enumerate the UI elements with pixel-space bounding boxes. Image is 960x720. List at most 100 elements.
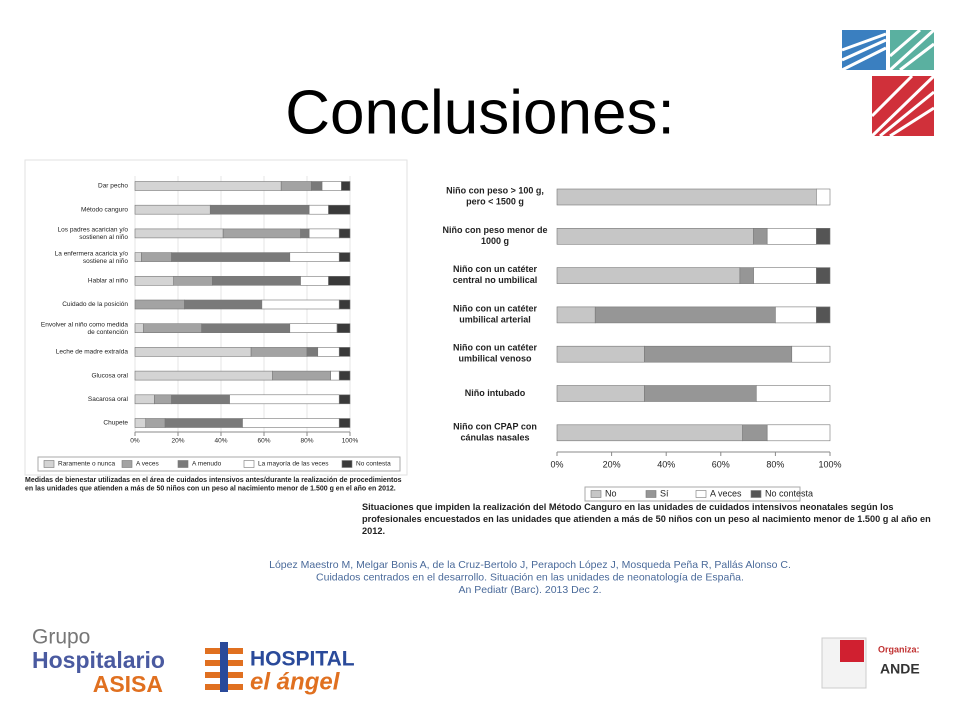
bar-segment	[134, 181, 282, 191]
y-tick-label: Hablar al niño	[88, 278, 128, 285]
y-tick-label: Niño con un catéter umbilical arterial	[453, 304, 538, 325]
y-tick-label: La enfermera acaricia y/o sostiene al niñ…	[55, 250, 129, 265]
bar-segment	[242, 418, 340, 428]
bar-segment	[145, 418, 166, 428]
y-tick-label: Niño con un catéter central no umbilical	[453, 264, 538, 285]
bar-segment	[338, 228, 351, 239]
bar-segment	[644, 385, 757, 402]
bar-segment	[229, 394, 340, 405]
bar-segment	[594, 306, 776, 324]
left-frame	[24, 159, 408, 476]
legend-label: La mayoría de las veces	[258, 461, 329, 468]
logo-angel-icon	[205, 642, 243, 692]
bar-segment	[321, 181, 342, 191]
logo-text: ASISA	[93, 671, 163, 697]
x-tick-label: 60%	[257, 438, 270, 445]
x-tick-label: 40%	[214, 438, 227, 445]
bar-segment	[328, 275, 351, 286]
legend-label: No contesta	[765, 488, 813, 498]
legend-label: A menudo	[192, 461, 222, 468]
bar-segment	[134, 275, 175, 286]
bar-segment	[317, 347, 340, 357]
y-tick-label: Los padres acarician y/o sostienen al niñ…	[58, 226, 129, 241]
bar-segment	[134, 204, 211, 215]
legend-label: A veces	[136, 461, 160, 468]
bar-segment	[134, 418, 147, 428]
bar-segment	[816, 188, 831, 206]
legend-swatch	[750, 490, 762, 498]
x-tick-label: 80%	[300, 438, 313, 445]
x-tick-label: 100%	[818, 459, 841, 469]
x-tick-label: 60%	[712, 459, 730, 469]
bar-segment	[742, 424, 768, 442]
bar-segment	[171, 394, 230, 405]
bar-segment	[556, 345, 645, 363]
logo-box	[840, 640, 864, 662]
bar-segment	[184, 299, 263, 310]
bar-segment	[556, 424, 743, 442]
bar-segment	[134, 299, 185, 310]
bar-segment	[143, 323, 202, 334]
bar-segment	[141, 252, 172, 262]
bar-segment	[134, 323, 144, 334]
legend-swatch	[695, 490, 707, 498]
bar-segment	[644, 345, 793, 363]
bar-segment	[164, 418, 243, 428]
y-tick-label: Dar pecho	[98, 183, 128, 190]
chart-caption: Medidas de bienestar utilizadas en el ár…	[25, 477, 402, 493]
x-tick-label: 100%	[342, 438, 359, 445]
y-tick-label: Leche de madre extraída	[56, 349, 129, 356]
bar-segment	[556, 306, 596, 324]
bar-segment	[766, 228, 817, 245]
logo-top	[841, 28, 936, 138]
legend-label: A veces	[710, 488, 742, 498]
bar-segment	[328, 204, 351, 215]
logo-text: HOSPITAL	[250, 648, 355, 671]
bar-segment	[816, 228, 831, 245]
bar-segment	[739, 267, 754, 284]
bar-segment	[338, 418, 351, 428]
bar-segment	[791, 345, 831, 363]
legend-label: No contesta	[356, 461, 391, 468]
y-tick-label: Niño con peso > 100 g, pero < 1500 g	[446, 186, 544, 207]
logo-text: ANDE	[880, 661, 920, 677]
bar-segment	[338, 370, 351, 381]
x-tick-label: 80%	[766, 459, 784, 469]
bar-segment	[336, 323, 351, 334]
bar-segment	[341, 181, 351, 191]
x-tick-label: 20%	[603, 459, 621, 469]
bar-segment	[154, 394, 172, 405]
legend-swatch	[243, 460, 255, 468]
bar-segment	[775, 306, 817, 324]
legend-label: No	[605, 488, 617, 498]
bar-segment	[308, 204, 329, 215]
bar-segment	[272, 370, 331, 381]
y-tick-label: Chupete	[103, 420, 128, 427]
citation: López Maestro M, Melgar Bonis A, de la C…	[269, 559, 791, 596]
bar-segment	[556, 267, 741, 284]
legend-swatch	[121, 460, 133, 468]
x-tick-label: 0%	[550, 459, 563, 469]
y-tick-label: Niño intubado	[465, 388, 526, 398]
legend-swatch	[43, 460, 55, 468]
bar-segment	[134, 228, 224, 239]
x-tick-label: 0%	[130, 438, 140, 445]
x-tick-label: 40%	[657, 459, 675, 469]
bar-segment	[300, 275, 329, 286]
logo-text: el ángel	[250, 668, 341, 695]
legend-swatch	[341, 460, 353, 468]
bar-segment	[308, 228, 340, 239]
logo-text: Grupo	[32, 626, 90, 649]
y-tick-label: Niño con un catéter umbilical venoso	[453, 343, 538, 364]
bar-segment	[306, 347, 319, 357]
bar-segment	[816, 267, 831, 284]
y-tick-label: Glucosa oral	[92, 372, 129, 379]
bar-segment	[310, 181, 323, 191]
legend-label: Sí	[660, 488, 669, 498]
bar-segment	[755, 385, 831, 402]
bar-segment	[300, 228, 310, 239]
bar-segment	[212, 275, 301, 286]
slide-title: Conclusiones:	[285, 78, 674, 147]
x-tick-label: 20%	[171, 438, 184, 445]
chart-caption: Situaciones que impiden la realización d…	[362, 502, 931, 536]
